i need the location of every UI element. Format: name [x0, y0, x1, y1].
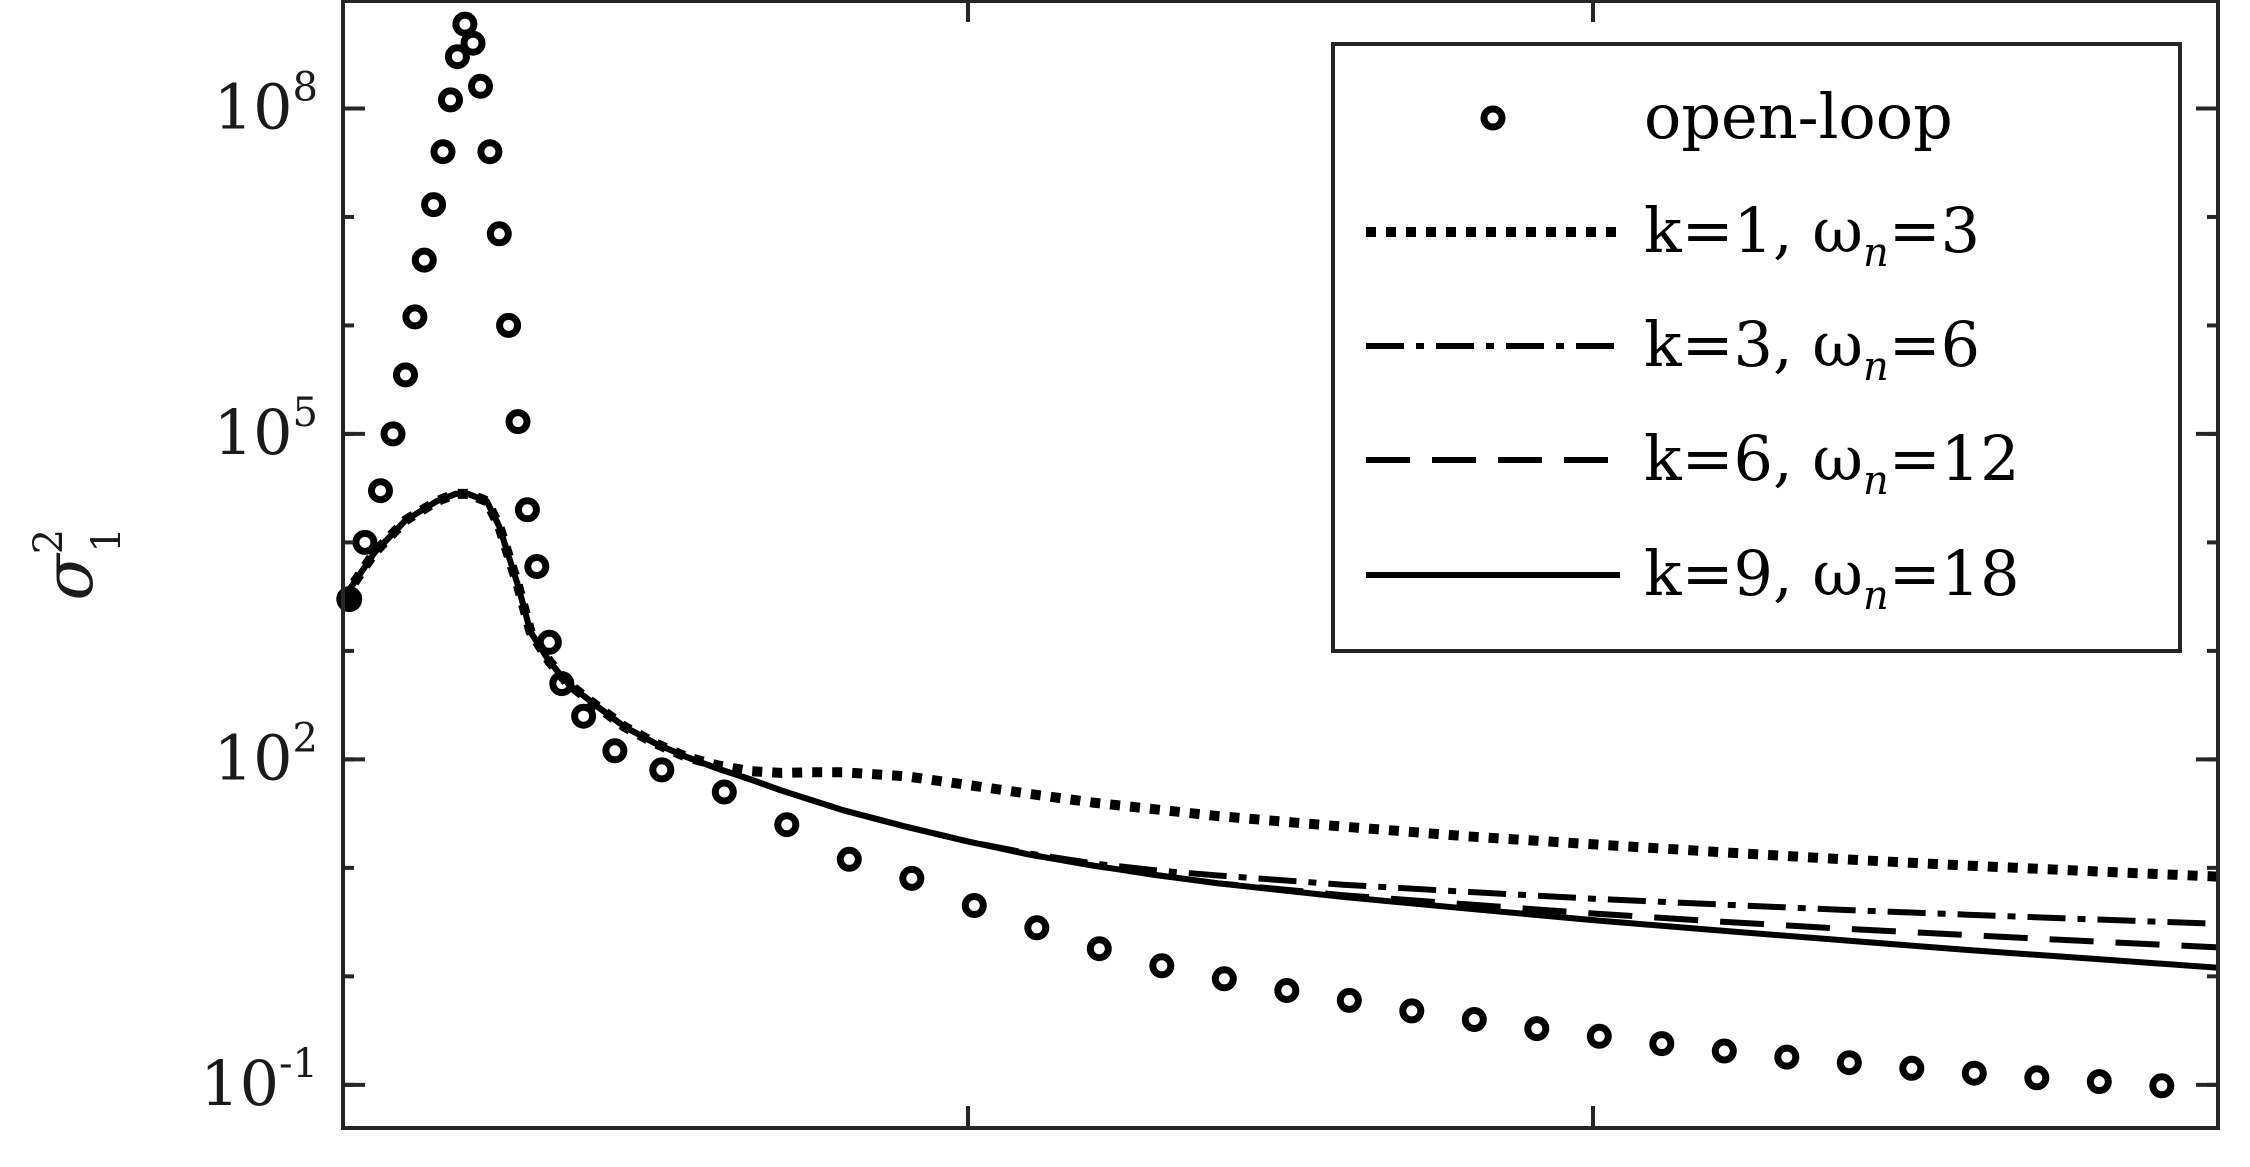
open-loop-marker	[514, 497, 540, 523]
legend-marker-open-loop	[1480, 105, 1506, 131]
open-loop-marker	[1211, 966, 1237, 992]
legend-label: k=3, ωn=6	[1644, 308, 1980, 390]
open-loop-marker	[774, 812, 800, 838]
open-loop-marker	[2086, 1069, 2112, 1095]
open-loop-marker	[438, 87, 463, 113]
axes-box	[341, 0, 2220, 1130]
legend: open-loop k=1, ωn=3 k=3, ωn=6 k=6, ωn=12 k=9…	[1331, 42, 2182, 653]
open-loop-marker	[649, 757, 675, 783]
y-axis-label-text: σ2 1	[26, 527, 130, 600]
open-loop-marker	[477, 139, 503, 165]
y-axis-label: σ2 1	[26, 527, 130, 600]
open-loop-marker	[1711, 1038, 1737, 1064]
open-loop-marker	[524, 554, 550, 579]
open-loop-marker	[444, 44, 470, 70]
open-loop-marker	[602, 738, 628, 764]
open-loop-marker	[460, 30, 486, 56]
series-4	[340, 490, 2219, 971]
open-loop-marker	[1961, 1060, 1987, 1086]
open-loop-marker	[1524, 1016, 1550, 1042]
open-loop-marker	[402, 304, 428, 330]
open-loop-marker	[899, 865, 925, 891]
y-tick-label: 108	[214, 64, 318, 143]
open-loop-marker	[1774, 1044, 1800, 1070]
y-tick-label: 102	[214, 715, 318, 794]
open-loop-marker	[452, 11, 478, 37]
open-loop-marker	[1649, 1031, 1675, 1057]
open-loop-marker	[421, 192, 447, 218]
open-loop-marker	[393, 362, 418, 388]
open-loop-marker	[1336, 987, 1362, 1013]
open-loop-marker	[380, 421, 406, 447]
open-loop-marker	[836, 846, 862, 872]
open-loop-marker	[1836, 1050, 1862, 1076]
open-loop-marker	[1899, 1055, 1925, 1081]
series-0	[336, 11, 2175, 1099]
legend-label: k=6, ωn=12	[1644, 422, 2020, 504]
open-loop-marker	[352, 529, 378, 555]
open-loop-marker	[1086, 936, 1112, 962]
open-loop-marker	[1461, 1007, 1487, 1032]
start-point-marker	[336, 586, 363, 613]
open-loop-marker	[2149, 1073, 2175, 1099]
open-loop-marker	[2024, 1065, 2050, 1091]
open-loop-marker	[486, 221, 512, 247]
legend-label: open-loop	[1644, 80, 1953, 153]
open-loop-marker	[1586, 1023, 1612, 1049]
open-loop-marker	[468, 73, 493, 99]
open-loop-marker	[571, 703, 597, 729]
legend-box	[1331, 42, 2182, 653]
open-loop-marker	[411, 247, 437, 273]
series-3	[340, 490, 2219, 951]
open-loop-marker	[496, 312, 522, 338]
open-loop-marker	[1149, 953, 1175, 979]
open-loop-marker	[430, 139, 456, 165]
open-loop-marker	[505, 409, 531, 435]
y-tick-labels: 108 105 102 10-1	[200, 64, 318, 1119]
series-line-4	[340, 490, 2219, 971]
plot-series	[336, 11, 2219, 1099]
open-loop-marker	[1274, 978, 1300, 1003]
open-loop-marker	[1024, 915, 1050, 941]
legend-label: k=9, ωn=18	[1644, 537, 2020, 619]
open-loop-marker	[961, 893, 987, 918]
y-tick-label: 105	[214, 390, 318, 469]
open-loop-marker	[711, 779, 737, 805]
series-line-3	[340, 490, 2219, 951]
y-tick-label: 10-1	[200, 1041, 318, 1120]
legend-label: k=1, ωn=3	[1644, 194, 1980, 276]
axes-frame	[341, 0, 2220, 1130]
open-loop-marker	[368, 478, 393, 504]
open-loop-marker	[1399, 998, 1425, 1024]
